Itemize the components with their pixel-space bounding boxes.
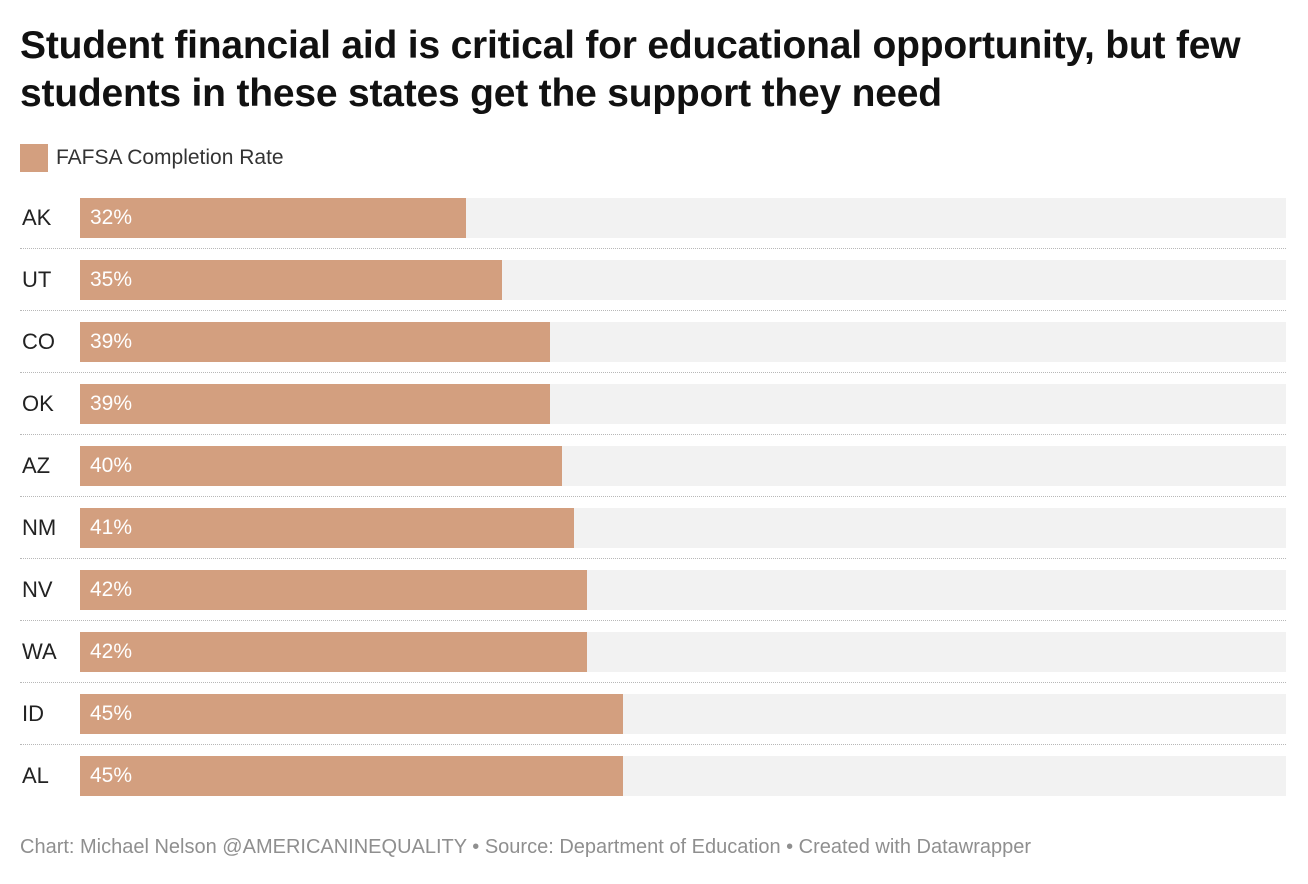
bar-track [80, 632, 1286, 672]
category-label: AK [22, 205, 52, 230]
bar [80, 322, 550, 362]
bar-value-label: 39% [90, 330, 133, 353]
category-label: AL [22, 763, 49, 788]
category-label: WA [22, 639, 57, 664]
category-label: OK [22, 391, 54, 416]
category-label: NM [22, 515, 57, 540]
chart-footer: Chart: Michael Nelson @AMERICANINEQUALIT… [20, 836, 1032, 858]
category-label: CO [22, 329, 55, 354]
row-separator [20, 434, 1286, 435]
bar [80, 508, 574, 548]
row-separator [20, 372, 1286, 373]
category-label: AZ [22, 453, 51, 478]
row-separator [20, 310, 1286, 311]
row-separator [20, 248, 1286, 249]
bar [80, 570, 587, 610]
category-label: NV [22, 577, 53, 602]
bar-value-label: 45% [90, 764, 133, 787]
bar [80, 694, 623, 734]
bar-value-label: 42% [90, 640, 133, 663]
category-label: ID [22, 701, 44, 726]
bar-value-label: 40% [90, 454, 133, 477]
bar [80, 384, 550, 424]
bar-value-label: 35% [90, 268, 133, 291]
legend-swatch [20, 144, 48, 172]
category-label: UT [22, 267, 52, 292]
bar-track [80, 508, 1286, 548]
row-separator [20, 558, 1286, 559]
chart-legend: FAFSA Completion Rate [20, 143, 284, 173]
bar-value-label: 45% [90, 702, 133, 725]
row-separator [20, 496, 1286, 497]
bar-track [80, 322, 1286, 362]
bar [80, 632, 587, 672]
bar-track [80, 198, 1286, 238]
bar-track [80, 694, 1286, 734]
bar-track [80, 756, 1286, 796]
bar-value-label: 39% [90, 392, 133, 415]
bar-track [80, 570, 1286, 610]
bar-value-label: 41% [90, 516, 133, 539]
bar-track [80, 446, 1286, 486]
bar [80, 198, 466, 238]
bar-value-label: 42% [90, 578, 133, 601]
row-separator [20, 744, 1286, 745]
bar [80, 756, 623, 796]
bar-track [80, 260, 1286, 300]
row-separator [20, 682, 1286, 683]
legend-label: FAFSA Completion Rate [56, 146, 284, 169]
bar [80, 260, 502, 300]
row-separator [20, 620, 1286, 621]
bar [80, 446, 562, 486]
bar-value-label: 32% [90, 206, 133, 229]
bar-track [80, 384, 1286, 424]
chart-title: Student financial aid is critical for ed… [20, 24, 1241, 115]
